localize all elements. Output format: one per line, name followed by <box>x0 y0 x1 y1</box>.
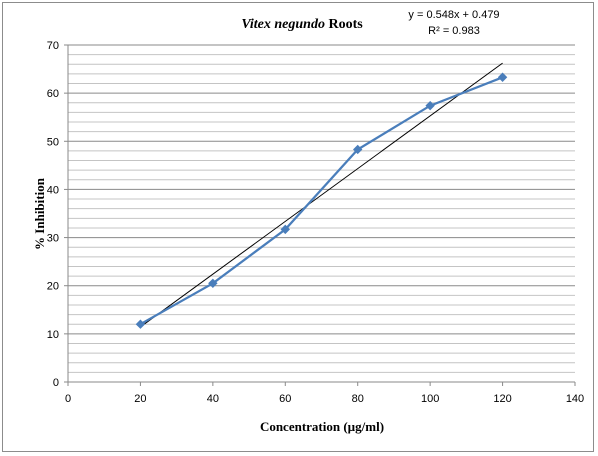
x-axis-label: Concentration (µg/ml) <box>260 419 384 434</box>
y-tick-label: 50 <box>47 136 59 148</box>
series-line <box>139 76 504 326</box>
data-point-marker <box>135 319 146 329</box>
data-point-marker <box>353 144 363 155</box>
x-tick-labels: 0 20 40 60 80 100 120 140 <box>65 393 584 405</box>
data-point-marker <box>208 278 218 289</box>
chart-frame <box>2 2 594 452</box>
x-tick-label: 60 <box>279 393 291 405</box>
y-tick-label: 60 <box>47 88 59 100</box>
y-tick-label: 10 <box>47 329 59 341</box>
data-point-marker <box>425 100 435 111</box>
y-tick-label: 70 <box>47 40 59 52</box>
y-tick-label: 20 <box>47 281 59 293</box>
x-tick-label: 80 <box>352 393 364 405</box>
grid <box>68 44 575 373</box>
axes <box>64 44 576 386</box>
data-point-marker <box>280 224 290 235</box>
data-point-marker <box>497 72 508 82</box>
x-tick-label: 40 <box>207 393 219 405</box>
y-tick-labels: 0 10 20 30 40 50 60 70 <box>47 40 59 389</box>
x-tick-label: 120 <box>493 393 511 405</box>
y-axis-label: % Inhibition <box>32 177 47 250</box>
x-tick-label: 140 <box>566 393 584 405</box>
y-tick-label: 0 <box>53 377 59 389</box>
chart-title: Vitex negundo Roots <box>241 17 363 32</box>
x-tick-label: 0 <box>65 393 71 405</box>
series-group <box>135 72 508 329</box>
y-tick-label: 30 <box>47 233 59 245</box>
x-tick-label: 20 <box>134 393 146 405</box>
trendline-equation: y = 0.548x + 0.479 <box>408 9 499 21</box>
trendline <box>140 62 503 328</box>
trendline-group <box>140 62 503 328</box>
y-tick-label: 40 <box>47 184 59 196</box>
x-tick-label: 100 <box>421 393 439 405</box>
trendline-r-squared: R² = 0.983 <box>428 25 480 37</box>
